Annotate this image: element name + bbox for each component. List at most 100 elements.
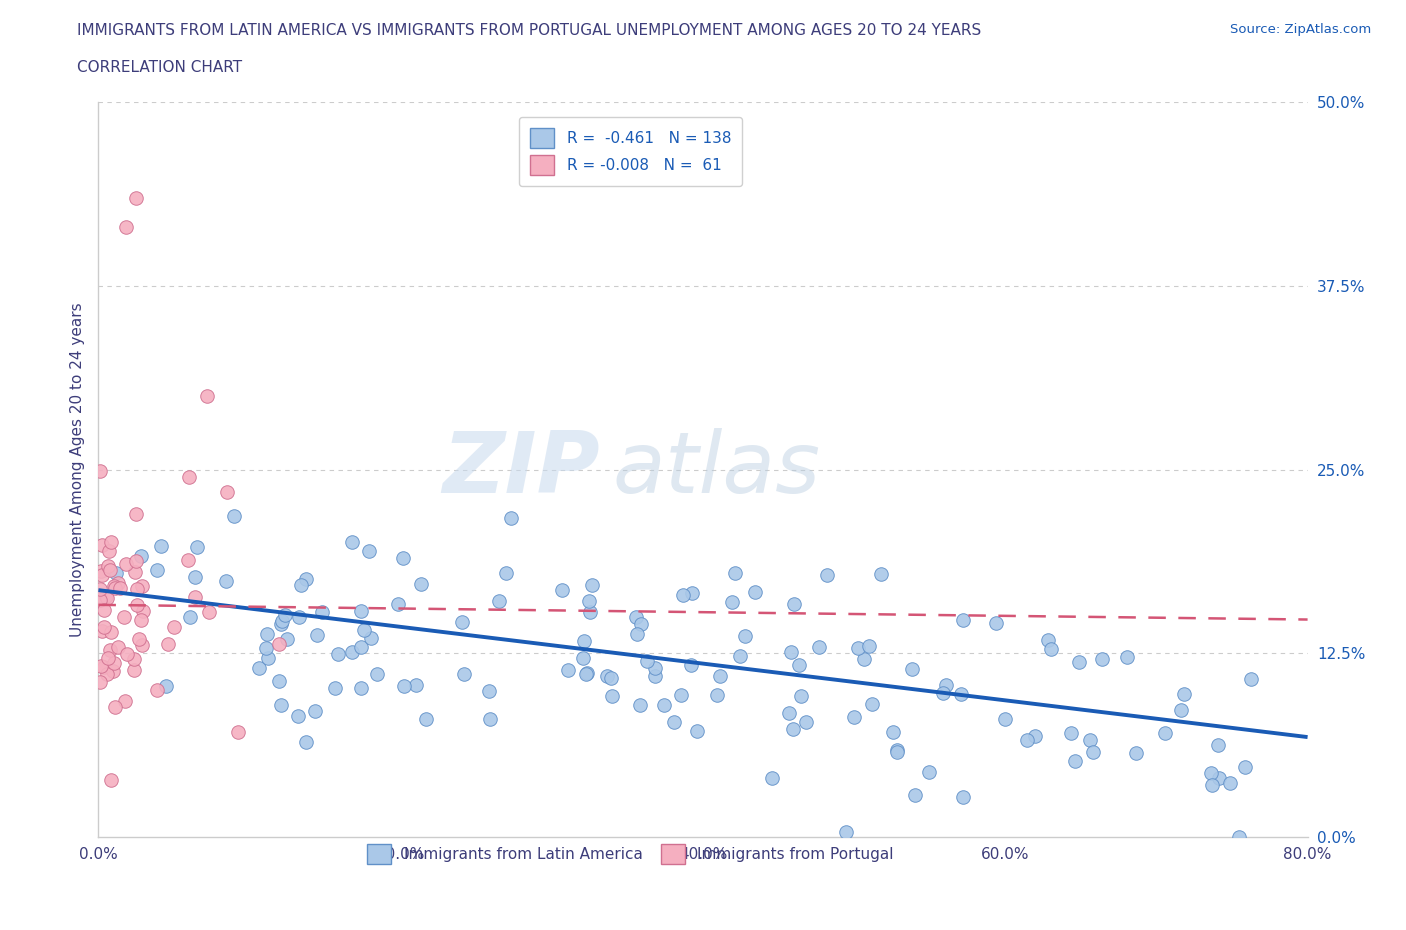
Point	[342, 644, 364, 659]
Point	[392, 551, 415, 565]
Point	[994, 711, 1017, 726]
Point	[787, 658, 810, 673]
Point	[1036, 632, 1059, 647]
Point	[783, 597, 806, 612]
Legend: Immigrants from Latin America, Immigrants from Portugal: Immigrants from Latin America, Immigrant…	[361, 838, 900, 870]
Point	[129, 549, 152, 564]
Point	[156, 636, 179, 651]
Point	[176, 552, 198, 567]
Point	[853, 651, 876, 666]
Point	[499, 511, 522, 525]
Point	[453, 667, 475, 682]
Point	[186, 540, 208, 555]
Point	[415, 711, 437, 726]
Point	[103, 699, 125, 714]
Point	[405, 677, 427, 692]
Point	[155, 679, 177, 694]
Point	[353, 623, 375, 638]
Point	[949, 686, 972, 701]
Point	[1206, 737, 1229, 752]
Point	[1017, 732, 1039, 747]
Point	[340, 535, 363, 550]
Point	[226, 724, 249, 739]
Point	[578, 593, 600, 608]
Point	[478, 684, 501, 698]
Text: CORRELATION CHART: CORRELATION CHART	[77, 60, 242, 75]
Point	[572, 633, 595, 648]
Point	[1067, 654, 1090, 669]
Point	[1153, 726, 1175, 741]
Point	[93, 660, 115, 675]
Point	[288, 609, 311, 624]
Point	[679, 658, 702, 672]
Point	[146, 563, 169, 578]
Point	[115, 557, 138, 572]
Point	[131, 613, 153, 628]
Point	[110, 581, 132, 596]
Point	[952, 612, 974, 627]
Point	[311, 604, 333, 619]
Point	[222, 509, 245, 524]
Point	[326, 646, 349, 661]
Point	[127, 582, 149, 597]
Point	[1233, 760, 1256, 775]
Point	[644, 669, 666, 684]
Point	[636, 654, 658, 669]
Point	[115, 646, 138, 661]
Point	[103, 578, 125, 593]
Point	[107, 576, 129, 591]
Point	[184, 569, 207, 584]
Point	[882, 724, 904, 739]
Text: atlas: atlas	[613, 428, 820, 512]
Point	[744, 584, 766, 599]
Point	[366, 667, 388, 682]
Point	[807, 640, 830, 655]
Point	[131, 578, 153, 593]
Point	[1173, 686, 1195, 701]
Point	[104, 565, 127, 580]
Point	[89, 463, 111, 478]
Point	[90, 538, 112, 552]
Point	[1078, 733, 1101, 748]
Point	[294, 735, 316, 750]
Point	[249, 660, 271, 675]
Point	[269, 636, 291, 651]
Point	[89, 581, 111, 596]
Point	[575, 667, 598, 682]
Point	[215, 573, 238, 588]
Point	[551, 583, 574, 598]
Point	[681, 585, 703, 600]
Point	[357, 544, 380, 559]
Point	[495, 565, 517, 580]
Point	[89, 592, 111, 607]
Point	[488, 593, 510, 608]
Point	[709, 669, 731, 684]
Point	[724, 565, 747, 580]
Point	[91, 568, 114, 583]
Point	[1024, 728, 1046, 743]
Point	[900, 661, 922, 676]
Point	[274, 607, 297, 622]
Point	[782, 722, 804, 737]
Point	[131, 637, 153, 652]
Point	[794, 714, 817, 729]
Point	[1208, 770, 1230, 785]
Point	[98, 562, 121, 577]
Point	[578, 604, 600, 619]
Point	[600, 688, 623, 703]
Point	[122, 663, 145, 678]
Point	[100, 624, 122, 639]
Point	[122, 651, 145, 666]
Point	[256, 650, 278, 665]
Point	[387, 597, 409, 612]
Point	[952, 790, 974, 804]
Point	[624, 610, 647, 625]
Point	[290, 578, 312, 592]
Point	[179, 610, 201, 625]
Point	[179, 470, 201, 485]
Point	[835, 825, 858, 840]
Text: IMMIGRANTS FROM LATIN AMERICA VS IMMIGRANTS FROM PORTUGAL UNEMPLOYMENT AMONG AGE: IMMIGRANTS FROM LATIN AMERICA VS IMMIGRA…	[77, 23, 981, 38]
Point	[254, 641, 277, 656]
Point	[114, 694, 136, 709]
Point	[276, 631, 298, 646]
